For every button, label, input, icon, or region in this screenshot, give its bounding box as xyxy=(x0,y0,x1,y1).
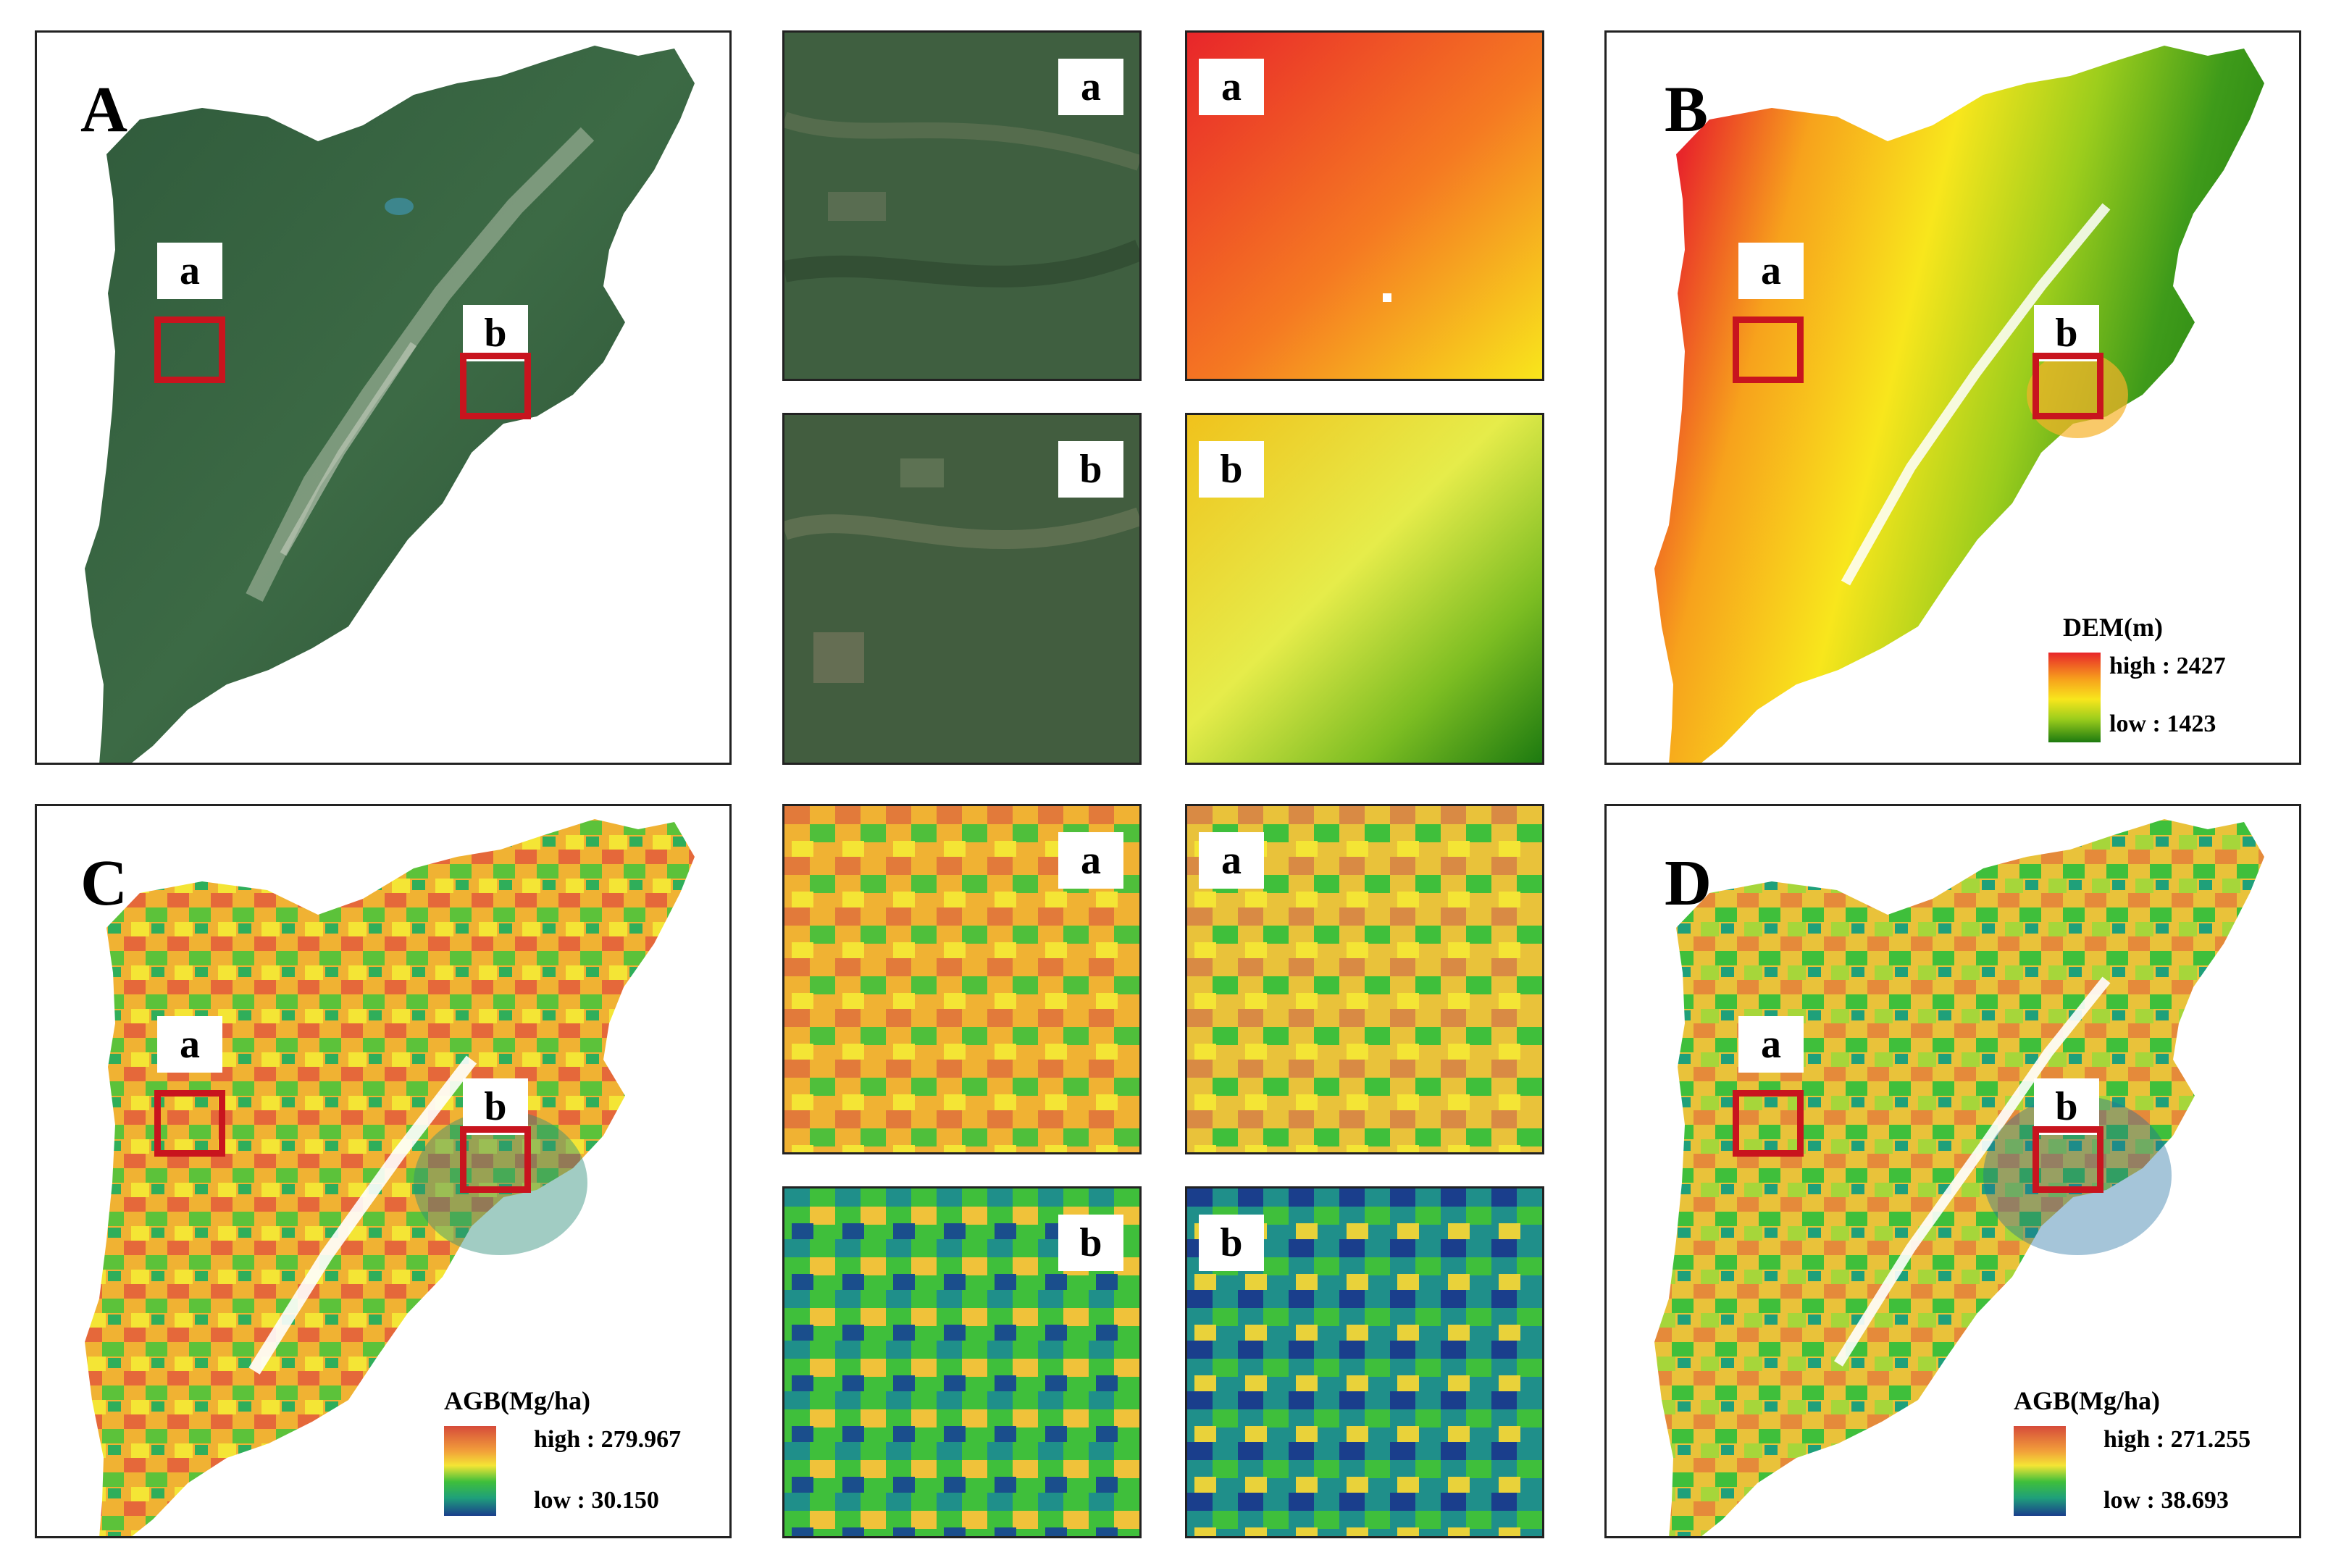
dem-legend: DEM(m) high : 2427 low : 1423 xyxy=(2048,612,2287,757)
panel-c-agb-map: C a b AGB(Mg/ha) high : 279.967 low : 30… xyxy=(35,804,732,1538)
inset-agb-c-a: a xyxy=(782,804,1142,1154)
roi-box-a xyxy=(1733,316,1804,383)
legend-high-label: high : 279.967 xyxy=(534,1426,682,1453)
inset-satellite-b: b xyxy=(782,413,1142,765)
valley-highlight xyxy=(280,342,417,556)
legend-color-ramp xyxy=(2014,1426,2066,1516)
panel-b-dem-map: B a b DEM(m) high : 2427 low : 1423 xyxy=(1604,30,2301,765)
inset-tag: a xyxy=(1199,59,1264,115)
satellite-texture xyxy=(784,415,1139,763)
agb-region-map xyxy=(85,819,695,1536)
legend-high-label: high : 271.255 xyxy=(2103,1426,2251,1453)
panel-letter-a: A xyxy=(80,74,127,146)
inset-dem-b: b xyxy=(1185,413,1544,765)
low-biomass-zone xyxy=(1983,1096,2172,1255)
region-tag-a: a xyxy=(157,243,222,299)
legend-title: AGB(Mg/ha) xyxy=(2014,1386,2160,1415)
region-tag-b: b xyxy=(463,1078,528,1135)
reservoir xyxy=(385,198,414,215)
inset-tag: a xyxy=(1058,832,1123,889)
inset-tag: b xyxy=(1199,1215,1264,1271)
region-tag-b: b xyxy=(2034,1078,2099,1135)
roi-box-b xyxy=(2033,1126,2103,1193)
region-fill xyxy=(85,46,695,763)
inset-tag: b xyxy=(1199,441,1264,498)
inset-agb-d-b: b xyxy=(1185,1186,1544,1538)
roi-box-b xyxy=(460,1126,531,1193)
region-tag-a: a xyxy=(1738,243,1804,299)
roi-box-b xyxy=(2033,353,2103,419)
panel-letter-d: D xyxy=(1665,847,1712,919)
region-tag-b: b xyxy=(463,305,528,361)
legend-low-label: low : 30.150 xyxy=(534,1487,659,1514)
valley-nodata xyxy=(1834,976,2111,1367)
valley-nodata xyxy=(248,1055,477,1375)
inset-agb-c-b: b xyxy=(782,1186,1142,1538)
inset-satellite-a: a xyxy=(782,30,1142,381)
roi-box-b xyxy=(460,353,531,419)
agb-region-map xyxy=(1654,819,2264,1536)
region-tag-a: a xyxy=(157,1016,222,1073)
legend-high-label: high : 2427 xyxy=(2109,653,2226,679)
agb-legend: AGB(Mg/ha) high : 271.255 low : 38.693 xyxy=(2014,1385,2296,1530)
inset-tag: a xyxy=(1199,832,1264,889)
legend-title: DEM(m) xyxy=(2063,613,2163,642)
legend-color-ramp xyxy=(444,1426,496,1516)
inset-dem-a: a xyxy=(1185,30,1544,381)
inset-tag: b xyxy=(1058,1215,1123,1271)
legend-color-ramp xyxy=(2048,653,2101,742)
roi-box-a xyxy=(154,316,225,383)
inset-tag: a xyxy=(1058,59,1123,115)
valley-nodata xyxy=(1841,203,2111,586)
region-tag-a: a xyxy=(1738,1016,1804,1073)
valley-strip xyxy=(246,127,595,602)
legend-low-label: low : 38.693 xyxy=(2103,1487,2229,1514)
legend-title: AGB(Mg/ha) xyxy=(444,1386,590,1415)
roi-box-a xyxy=(1733,1090,1804,1157)
roi-box-a xyxy=(154,1090,225,1157)
satellite-region-map xyxy=(85,46,695,763)
low-biomass-zone xyxy=(414,1110,587,1255)
region-tag-b: b xyxy=(2034,305,2099,361)
panel-letter-c: C xyxy=(80,847,127,919)
agb-legend: AGB(Mg/ha) high : 279.967 low : 30.150 xyxy=(444,1385,727,1530)
panel-d-agb-map: D a b AGB(Mg/ha) high : 271.255 low : 38… xyxy=(1604,804,2301,1538)
panel-letter-b: B xyxy=(1665,74,1709,146)
inset-agb-d-a: a xyxy=(1185,804,1544,1154)
inset-tag: b xyxy=(1058,441,1123,498)
legend-low-label: low : 1423 xyxy=(2109,710,2216,737)
panel-a-satellite-map: A a b xyxy=(35,30,732,765)
